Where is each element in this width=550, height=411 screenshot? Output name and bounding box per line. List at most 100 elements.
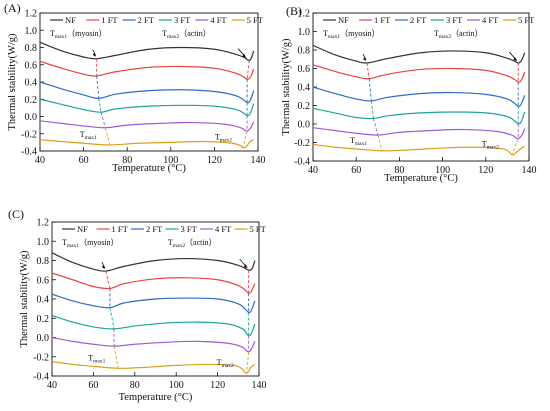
- tmax1-arrowhead: [92, 52, 96, 57]
- dashed-guide-tmax1: [109, 307, 115, 329]
- panel-label-A: (A): [4, 1, 21, 15]
- tmax1-lower-label-sub: max1: [355, 141, 367, 147]
- series-line-5ft: [51, 360, 256, 374]
- x-tick-label: 140: [522, 165, 537, 176]
- legend-entry: 4 FT: [210, 15, 227, 25]
- legend-entry: 2 FT: [410, 15, 427, 25]
- series-line-1ft: [51, 272, 256, 294]
- tmax1-myosin-label-rest: （myosin）: [340, 29, 380, 38]
- y-tick-label: 1.2: [37, 218, 50, 229]
- tmax2-actin-label-t: T: [434, 29, 439, 38]
- tmax2-actin-label-sub: max2: [167, 34, 179, 40]
- tmax1-myosin-label-t: T: [323, 29, 328, 38]
- tmax1-myosin-label-t: T: [62, 238, 67, 247]
- dashed-guide-tmax1: [100, 112, 106, 128]
- y-tick-label: 0.0: [25, 112, 38, 123]
- x-tick-label: 40: [47, 380, 57, 391]
- tmax2-actin-label-rest: （actin）: [451, 29, 483, 38]
- tmax2-actin-label-sub: max2: [439, 34, 451, 40]
- tmax1-myosin-label-rest: （myosin）: [67, 29, 107, 38]
- tmax1-lower-label: Tmax1: [88, 353, 105, 364]
- series-line-5ft: [39, 139, 254, 149]
- y-tick-label: 0.2: [37, 314, 50, 325]
- y-tick-label: -0.2: [21, 129, 37, 140]
- x-tick-label: 60: [351, 165, 361, 176]
- y-axis-label: Thermal stability(W/g): [281, 38, 292, 136]
- series-line-3ft: [312, 107, 526, 125]
- y-tick-label: 0.4: [37, 295, 50, 306]
- series-line-2ft: [39, 81, 255, 104]
- dashed-guide-tmax1: [373, 118, 379, 136]
- x-tick-label: 80: [122, 155, 132, 166]
- tmax1-lower-label: Tmax1: [350, 136, 367, 147]
- dashed-guide-tmax1: [98, 98, 102, 113]
- tmax1-lower-label-t: T: [80, 130, 85, 139]
- legend-entry: NF: [77, 224, 88, 234]
- y-tick-label: 0.6: [298, 64, 311, 75]
- tmax1-lower-label: Tmax1: [80, 130, 97, 141]
- tmax2-actin-label-sub: max2: [173, 243, 185, 249]
- legend-entry: 3 FT: [446, 15, 463, 25]
- dashed-guide-tmax1: [104, 127, 111, 146]
- tmax1-myosin-label-sub: max1: [67, 243, 79, 249]
- tmax1-myosin-label: Tmax1（myosin）: [62, 238, 119, 249]
- legend-entry: 5 FT: [250, 224, 267, 234]
- legend-entry: 1 FT: [374, 15, 391, 25]
- tmax1-myosin-label-sub: max1: [328, 34, 340, 40]
- x-tick-label: 120: [207, 155, 222, 166]
- dashed-guide-tmax1: [370, 100, 374, 119]
- tmax2-lower-label-sub: max2: [487, 145, 499, 151]
- tmax1-lower-label-sub: max1: [93, 358, 105, 364]
- tmax2-actin-label: Tmax2（actin）: [162, 29, 211, 40]
- tmax2-actin-label-t: T: [168, 238, 173, 247]
- y-axis-label: Thermal stability(W/g): [19, 250, 30, 348]
- tmax2-actin-label: Tmax2（actin）: [434, 29, 483, 40]
- dashed-guide-tmax1: [113, 346, 119, 369]
- y-tick-label: 0.2: [25, 95, 38, 106]
- tmax2-arrowhead: [242, 53, 247, 58]
- series-line-4ft: [312, 127, 526, 140]
- panel-A: (A) -0.4 -0.2 0.0 0.2 0.4 0.6 0.8 1.0 1.2 40 60 80 10…: [4, 1, 266, 174]
- tmax2-lower-label-sub: max2: [221, 363, 233, 369]
- tmax2-lower-label-t: T: [482, 140, 487, 149]
- tmax1-lower-label-t: T: [350, 136, 355, 145]
- y-tick-label: 1.0: [25, 26, 38, 37]
- tmax2-actin-label-rest: （actin）: [179, 29, 211, 38]
- series-line-3ft: [51, 314, 256, 337]
- dashed-guide-tmax1: [105, 270, 111, 289]
- series-line-nf: [51, 252, 256, 272]
- x-tick-label: 80: [394, 165, 404, 176]
- y-tick-label: -0.4: [33, 372, 49, 383]
- series-line-4ft: [39, 120, 255, 132]
- y-tick-label: -0.2: [294, 138, 310, 149]
- panel-C: (C) -0.4 -0.2 0.0 0.2 0.4 0.6 0.8 1.0 1.2 40 60 80 10…: [8, 207, 267, 403]
- y-tick-label: 0.0: [37, 333, 50, 344]
- x-tick-label: 40: [35, 155, 45, 166]
- y-tick-label: -0.4: [21, 147, 37, 158]
- y-tick-label: 0.8: [298, 46, 311, 57]
- tmax2-lower-label: Tmax2: [217, 358, 234, 369]
- x-tick-label: 100: [163, 155, 178, 166]
- y-tick-label: -0.4: [294, 157, 310, 168]
- tmax2-arrowhead: [243, 264, 248, 269]
- legend-entry: 2 FT: [138, 15, 155, 25]
- x-axis-label: Temperature (°C): [119, 392, 193, 403]
- legend-entry: 2 FT: [146, 224, 163, 234]
- panel-label-B: (B): [286, 4, 302, 18]
- tmax1-arrowhead: [101, 265, 105, 270]
- tmax1-myosin-label: Tmax1（myosin）: [323, 29, 380, 40]
- dashed-guide-tmax2: [246, 60, 250, 80]
- legend-entry: 1 FT: [112, 224, 129, 234]
- tmax2-arrowhead: [513, 56, 518, 61]
- x-tick-label: 120: [478, 165, 493, 176]
- dashed-guide-tmax1: [368, 78, 372, 101]
- dashed-guide-tmax2: [246, 351, 250, 374]
- y-tick-label: 0.2: [298, 101, 311, 112]
- panel-label-C: (C): [8, 207, 24, 221]
- series-line-1ft: [312, 64, 526, 84]
- tmax2-lower-label: Tmax2: [215, 133, 232, 144]
- tmax2-lower-label-t: T: [215, 133, 220, 142]
- series-line-nf: [39, 41, 255, 62]
- dashed-guide-tmax2: [511, 138, 519, 155]
